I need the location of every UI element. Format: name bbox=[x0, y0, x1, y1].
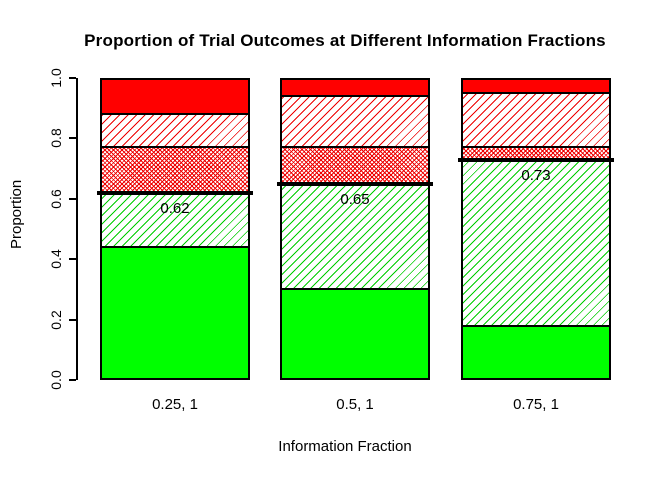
bar-segment-solid-green bbox=[100, 247, 250, 380]
threshold-line bbox=[277, 181, 433, 186]
y-axis-tick-label: 1.0 bbox=[48, 68, 64, 88]
y-axis-line bbox=[76, 78, 78, 380]
threshold-value-label: 0.65 bbox=[340, 190, 370, 208]
y-axis-tick bbox=[69, 258, 76, 261]
x-axis-label: Information Fraction bbox=[278, 438, 412, 455]
bar-segment-red-dense-crosshatch bbox=[280, 147, 430, 184]
y-axis-tick bbox=[69, 379, 76, 381]
bar-segment-solid-green bbox=[280, 289, 430, 380]
y-axis-tick bbox=[69, 137, 76, 140]
threshold-value-label: 0.73 bbox=[521, 166, 551, 184]
chart-title: Proportion of Trial Outcomes at Differen… bbox=[84, 31, 606, 50]
bar-segment-green-diagonal-hatch bbox=[280, 183, 430, 290]
y-axis-tick-label: 0.6 bbox=[48, 189, 64, 209]
y-axis-tick bbox=[69, 77, 76, 79]
category-label: 0.75, 1 bbox=[513, 396, 559, 413]
y-axis-tick bbox=[69, 318, 76, 321]
y-axis-tick-label: 0.8 bbox=[48, 128, 64, 149]
bar-segment-red-diagonal-hatch bbox=[100, 114, 250, 148]
category-label: 0.5, 1 bbox=[336, 396, 374, 413]
bar-outline bbox=[100, 78, 250, 380]
bar-segment-solid-red bbox=[100, 78, 250, 115]
threshold-value-label: 0.62 bbox=[160, 199, 190, 217]
category-label: 0.25, 1 bbox=[152, 396, 198, 413]
threshold-line bbox=[458, 157, 614, 162]
bar-segment-solid-green bbox=[461, 325, 611, 380]
bar-segment-red-diagonal-hatch bbox=[461, 93, 611, 148]
y-axis-label: Proportion bbox=[8, 179, 25, 249]
bar-segment-red-diagonal-hatch bbox=[280, 96, 430, 148]
threshold-line bbox=[97, 190, 253, 195]
y-axis-tick-label: 0.0 bbox=[48, 370, 64, 390]
y-axis-tick-label: 0.4 bbox=[48, 249, 64, 269]
bar-outline bbox=[280, 78, 430, 380]
bar-segment-green-diagonal-hatch bbox=[461, 159, 611, 326]
bar-segment-red-dense-crosshatch bbox=[100, 147, 250, 193]
y-axis-tick-label: 0.2 bbox=[48, 309, 64, 330]
bar-outline bbox=[461, 78, 611, 380]
y-axis-tick bbox=[69, 197, 76, 200]
